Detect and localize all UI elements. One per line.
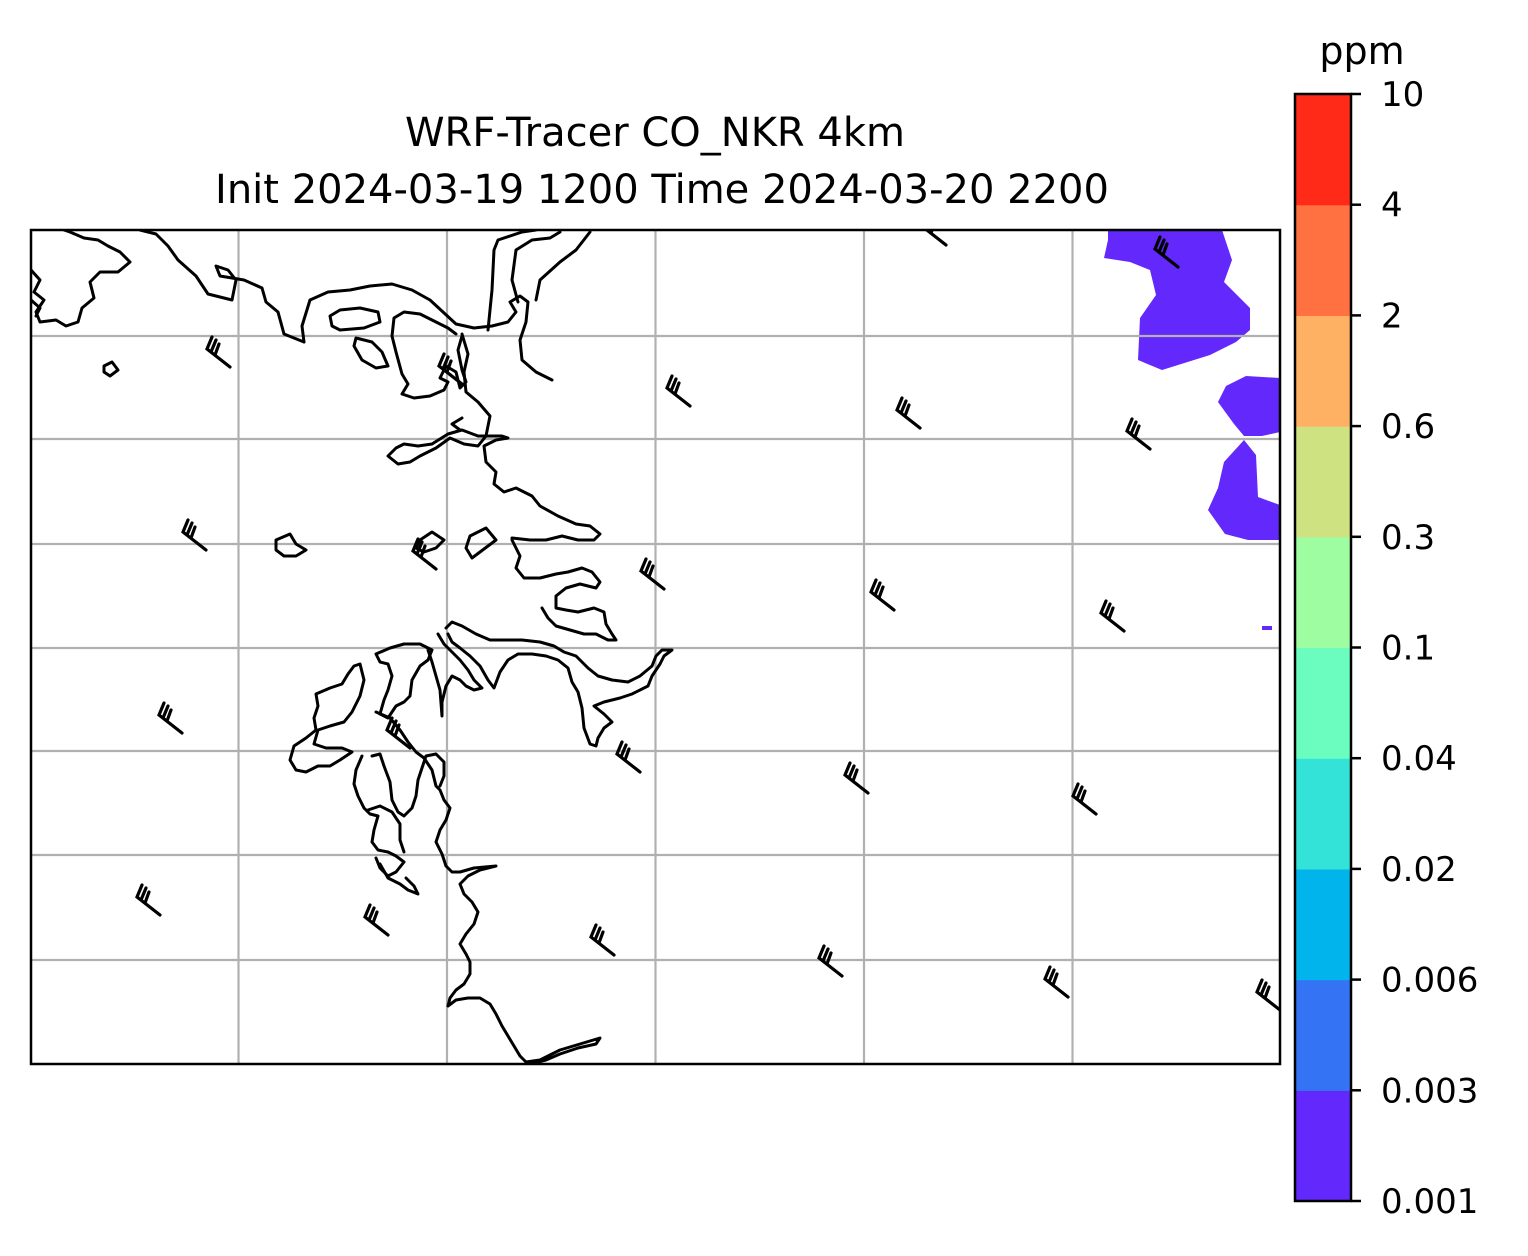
colorbar-segment	[1295, 315, 1351, 427]
wind-barb	[437, 352, 464, 386]
colorbar-segment	[1295, 868, 1351, 981]
wind-barb	[385, 716, 412, 750]
wind-barb	[589, 923, 616, 957]
colorbar-tick-label: 0.1	[1381, 629, 1435, 669]
figure-title-line2: Init 2024-03-19 1200 Time 2024-03-20 220…	[215, 167, 1109, 213]
colorbar-segment	[1295, 1090, 1351, 1202]
colorbar-tick-label: 0.02	[1381, 850, 1457, 890]
wind-barb	[1125, 417, 1152, 451]
colorbar-tick-label: 10	[1381, 75, 1424, 115]
figure-title-line1: WRF-Tracer CO_NKR 4km	[405, 110, 905, 156]
coastlines	[31, 230, 674, 1064]
colorbar-unit-label: ppm	[1319, 29, 1404, 73]
wind-barb	[181, 518, 208, 552]
colorbar-tick-label: 0.003	[1381, 1071, 1478, 1111]
wind-barb	[639, 557, 666, 591]
map-area	[31, 230, 1280, 1064]
colorbar-segment	[1295, 647, 1351, 759]
colorbar-tick-label: 0.3	[1381, 518, 1435, 558]
colorbar-tick-label: 0.6	[1381, 407, 1435, 447]
wind-barb	[1099, 599, 1126, 633]
wind-barb	[843, 761, 870, 795]
wind-barb	[411, 537, 438, 571]
wind-barb	[1043, 965, 1070, 999]
colorbar-tick-label: 0.006	[1381, 961, 1478, 1001]
wind-barb	[1071, 782, 1098, 816]
wind-barb	[665, 374, 692, 408]
colorbar: 0.001 0.003 0.006 0.02 0.04 0.1 0.3 0.6 2 4 10	[1293, 75, 1478, 1222]
wind-barb	[615, 740, 642, 774]
colorbar-tick-label: 2	[1381, 296, 1403, 336]
colorbar-segment	[1295, 204, 1351, 316]
colorbar-segment	[1295, 979, 1351, 1091]
colorbar-tick-label: 4	[1381, 186, 1403, 226]
colorbar-segment	[1295, 536, 1351, 649]
wind-barb	[135, 883, 162, 917]
wind-barb	[205, 335, 232, 369]
colorbar-tick-label: 0.04	[1381, 739, 1457, 779]
map-gridlines	[31, 230, 1280, 1064]
wind-barb	[895, 396, 922, 430]
wind-barbs	[135, 230, 1280, 1012]
map-frame	[29, 228, 1282, 1066]
wind-barb	[869, 578, 896, 612]
wind-barb	[363, 903, 390, 937]
wind-barb	[1153, 235, 1180, 269]
colorbar-segment	[1295, 426, 1351, 538]
wind-barb	[1255, 978, 1280, 1012]
colorbar-tick-label: 0.001	[1381, 1182, 1478, 1222]
colorbar-segment	[1295, 758, 1351, 870]
colorbar-segment	[1295, 94, 1351, 206]
wind-barb	[157, 701, 184, 735]
wind-barb	[817, 944, 844, 978]
